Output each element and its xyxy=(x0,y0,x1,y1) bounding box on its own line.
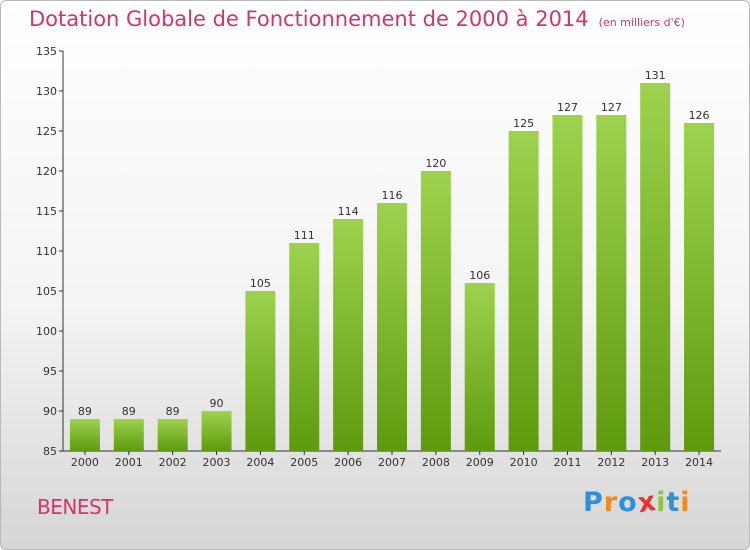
bar xyxy=(464,283,495,451)
bar xyxy=(596,115,627,451)
chart-title-unit: (en milliers d'€) xyxy=(598,16,685,29)
bar xyxy=(420,171,451,451)
chart-title: Dotation Globale de Fonctionnement de 20… xyxy=(29,7,685,31)
data-label: 105 xyxy=(250,277,271,290)
y-tick-label: 135 xyxy=(36,45,57,58)
x-tick-label: 2005 xyxy=(290,456,318,469)
data-label: 120 xyxy=(425,157,446,170)
x-tick-label: 2003 xyxy=(203,456,231,469)
bar xyxy=(201,411,232,451)
logo-letter: x xyxy=(635,485,659,520)
x-tick-label: 2010 xyxy=(510,456,538,469)
logo-letter: i xyxy=(680,487,691,518)
chart-bars xyxy=(69,83,715,451)
place-name: BENEST xyxy=(37,495,113,519)
x-tick-label: 2007 xyxy=(378,456,406,469)
logo-letter: P xyxy=(583,487,604,518)
data-label: 131 xyxy=(645,69,666,82)
logo-letter: o xyxy=(618,487,638,518)
data-label: 106 xyxy=(469,269,490,282)
data-label: 127 xyxy=(557,101,578,114)
y-tick-label: 95 xyxy=(43,365,57,378)
bar xyxy=(640,83,671,451)
x-tick-label: 2014 xyxy=(685,456,713,469)
proxiti-logo: Proxiti xyxy=(583,485,691,520)
x-tick-label: 2011 xyxy=(553,456,581,469)
data-label: 127 xyxy=(601,101,622,114)
bar xyxy=(245,291,276,451)
x-tick-label: 2012 xyxy=(597,456,625,469)
y-tick-label: 120 xyxy=(36,165,57,178)
y-tick-label: 110 xyxy=(36,245,57,258)
y-tick-label: 100 xyxy=(36,325,57,338)
chart-labels: 2000 89 2001 89 2002 89 2003 90 2004 105 2005 111 20… xyxy=(71,69,713,469)
y-tick-label: 130 xyxy=(36,85,57,98)
logo-letter: i xyxy=(656,487,667,518)
bar xyxy=(113,419,144,451)
bar xyxy=(684,123,715,451)
data-label: 89 xyxy=(122,405,136,418)
data-label: 89 xyxy=(166,405,180,418)
x-tick-label: 2008 xyxy=(422,456,450,469)
data-label: 126 xyxy=(689,109,710,122)
bar xyxy=(69,419,100,451)
y-tick-label: 90 xyxy=(43,405,57,418)
y-tick-label: 105 xyxy=(36,285,57,298)
data-label: 114 xyxy=(338,205,359,218)
x-tick-label: 2006 xyxy=(334,456,362,469)
data-label: 125 xyxy=(513,117,534,130)
data-label: 90 xyxy=(210,397,224,410)
y-tick-label: 125 xyxy=(36,125,57,138)
x-tick-label: 2000 xyxy=(71,456,99,469)
x-tick-label: 2001 xyxy=(115,456,143,469)
x-tick-label: 2004 xyxy=(246,456,274,469)
y-tick-label: 115 xyxy=(36,205,57,218)
bar xyxy=(508,131,539,451)
bar xyxy=(289,243,320,451)
bar xyxy=(333,219,364,451)
logo-letter: r xyxy=(603,487,619,518)
bar xyxy=(377,203,407,451)
chart-title-main: Dotation Globale de Fonctionnement de 20… xyxy=(29,7,589,31)
chart-axes: 85 90 95 100 105 110 115 120 125 130 135 xyxy=(36,45,721,458)
x-tick-label: 2013 xyxy=(641,456,669,469)
bar xyxy=(552,115,583,451)
data-label: 116 xyxy=(382,189,403,202)
logo-letter: t xyxy=(666,487,681,518)
x-tick-label: 2009 xyxy=(466,456,494,469)
x-tick-label: 2002 xyxy=(159,456,187,469)
data-label: 111 xyxy=(294,229,315,242)
bar xyxy=(157,419,188,451)
data-label: 89 xyxy=(78,405,92,418)
y-tick-label: 85 xyxy=(43,445,57,458)
